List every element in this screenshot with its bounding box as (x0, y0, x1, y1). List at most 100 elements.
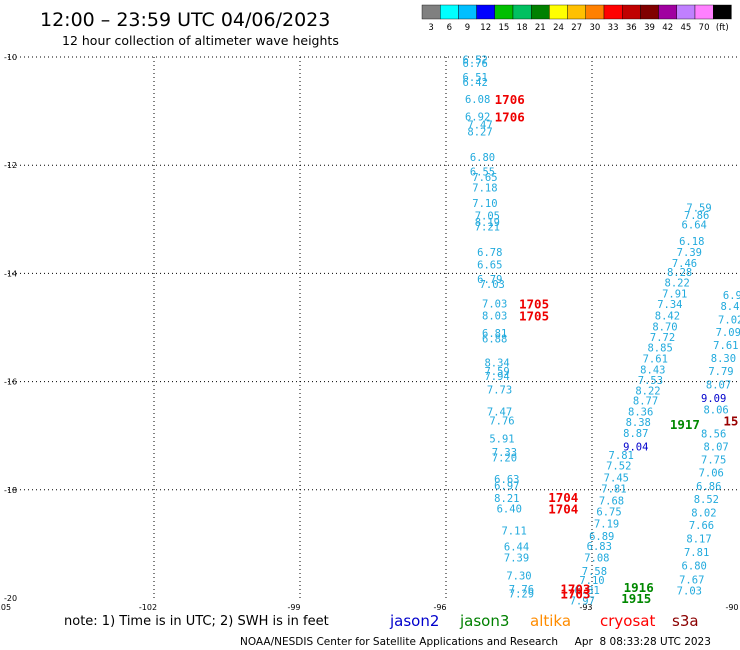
scale-label: 39 (644, 23, 655, 33)
y-tick-labels: -10 -12 -14 -16 -18 -20 (4, 53, 17, 603)
wave-value-track2: 6.81 (574, 585, 599, 597)
pass-time-label: 1915 (621, 591, 651, 606)
scale-swatch (585, 4, 605, 20)
wave-value-track2: 7.10 (579, 575, 604, 587)
x-tick-label: -102 (139, 603, 157, 612)
wave-value-track1: 7.59 (484, 366, 509, 378)
wave-value-track2: 7.52 (606, 460, 631, 472)
pass-time-label: 1703 (560, 587, 590, 602)
wave-value-track1: 6.52 (463, 55, 488, 67)
wave-value-track2: 7.34 (657, 299, 682, 311)
wave-value-track1: 6.40 (497, 504, 522, 516)
wave-value-track3: 8.07 (706, 379, 731, 391)
wave-value-track3: 8.02 (691, 508, 716, 520)
x-tick-label: -93 (579, 603, 592, 612)
wave-value-track2: 8.22 (635, 385, 660, 397)
map-grid (8, 56, 738, 598)
scale-label: 33 (608, 23, 619, 33)
wave-value-track2: 8.43 (640, 365, 665, 377)
scale-label: 42 (662, 23, 673, 33)
wave-value-track1: 7.76 (489, 416, 514, 428)
wave-value-track1: 6.08 (465, 94, 490, 106)
wave-value-track3: 7.81 (684, 547, 709, 559)
wave-value-track2: 8.85 (647, 343, 672, 355)
scale-swatch (458, 4, 477, 20)
wave-value-track3: 8.07 (703, 442, 728, 454)
wave-value-track1: 5.91 (489, 433, 514, 445)
wave-value-track1: 8.21 (494, 493, 519, 505)
wave-value-track3: 7.61 (713, 340, 738, 352)
wave-value-track1: 6.92 (465, 112, 490, 124)
wave-value-track1: 6.51 (463, 72, 488, 84)
wave-value-track3: 7.02 (718, 314, 740, 326)
wave-value-track1: 6.79 (477, 274, 502, 286)
wave-value-track2: 7.08 (584, 552, 609, 564)
wave-value-track3: 6.93 (723, 290, 740, 302)
wave-value-track3: 8.52 (694, 494, 719, 506)
wave-value-track2: 7.45 (604, 472, 629, 484)
wave-value-track2: 6.75 (596, 506, 621, 518)
scale-label: 36 (626, 23, 637, 33)
satellite-legend: jason2 jason3 altika cryosat s3a (389, 612, 699, 630)
scale-label: 24 (553, 23, 564, 33)
wave-value-track1: 7.11 (501, 525, 526, 537)
wave-value-track2: 7.53 (638, 375, 663, 387)
wave-value-jason2: 9.04 (623, 442, 648, 454)
wave-value-track1: 7.94 (484, 371, 509, 383)
wave-value-track1: 6.44 (504, 542, 529, 554)
y-tick-label: -18 (4, 486, 17, 495)
wave-value-track2: 7.91 (662, 288, 687, 300)
wave-value-track1: 8.27 (467, 127, 492, 139)
wave-value-track2: 7.68 (599, 496, 624, 508)
scale-swatch (567, 4, 586, 20)
wave-value-track1: 7.30 (506, 570, 531, 582)
scale-label: 45 (680, 23, 691, 33)
scale-swatch (512, 4, 532, 20)
chart-title: 12:00 – 23:59 UTC 04/06/2023 (40, 9, 330, 31)
wave-value-track1: 7.47 (467, 120, 492, 132)
wave-value-track1: 7.03 (482, 299, 507, 311)
pass-time-label: 1916 (624, 580, 654, 595)
wave-value-track1: 7.47 (487, 406, 512, 418)
wave-value-track3: 7.66 (689, 520, 714, 532)
wave-value-jason2: 9.09 (701, 393, 726, 405)
wave-height-values: 6.526.766.516.426.086.927.478.276.806.55… (463, 55, 740, 608)
wave-value-track2: 7.46 (672, 258, 697, 270)
wave-value-track2: 6.89 (589, 531, 614, 543)
wave-value-track1: 7.20 (492, 452, 517, 464)
wave-value-track1: 6.65 (477, 260, 502, 272)
wave-value-track2: 7.58 (582, 566, 607, 578)
satellite-altika: altika (530, 612, 571, 630)
satellite-jason3: jason3 (459, 612, 509, 630)
x-tick-label: -105 (0, 603, 11, 612)
scale-swatch (622, 4, 641, 20)
scale-label: 15 (498, 23, 509, 33)
wave-value-track3: 8.17 (686, 533, 711, 545)
wave-value-track2: 7.61 (643, 353, 668, 365)
wave-value-track2: 7.39 (677, 247, 702, 259)
x-tick-label: -99 (287, 603, 300, 612)
wave-value-track1: 7.39 (504, 552, 529, 564)
scale-swatch (694, 4, 714, 20)
wave-value-track1: 8.34 (484, 358, 509, 370)
y-tick-label: -10 (4, 53, 17, 62)
pass-time-label: 1705 (519, 297, 549, 312)
wave-value-track1: 8.03 (482, 311, 507, 323)
pass-time-label: 1706 (495, 92, 525, 107)
y-tick-label: -16 (4, 378, 17, 387)
wave-value-track3: 7.06 (699, 467, 724, 479)
wave-value-track1: 7.18 (472, 182, 497, 194)
wave-value-track1: 6.42 (463, 77, 488, 89)
wave-value-track2: 6.64 (682, 220, 707, 232)
wave-value-track2: 7.59 (686, 202, 711, 214)
wave-value-track1: 7.33 (492, 447, 517, 459)
wave-value-track2: 7.86 (684, 210, 709, 222)
wave-value-track2: 6.18 (679, 236, 704, 248)
pass-time-label: 1705 (519, 309, 549, 324)
y-tick-label: -14 (4, 269, 17, 278)
pass-time-label: 1706 (495, 110, 525, 125)
wave-value-track2: 8.38 (626, 417, 651, 429)
wave-value-track1: 6.78 (477, 247, 502, 259)
wave-value-track2: 7.97 (570, 596, 595, 608)
